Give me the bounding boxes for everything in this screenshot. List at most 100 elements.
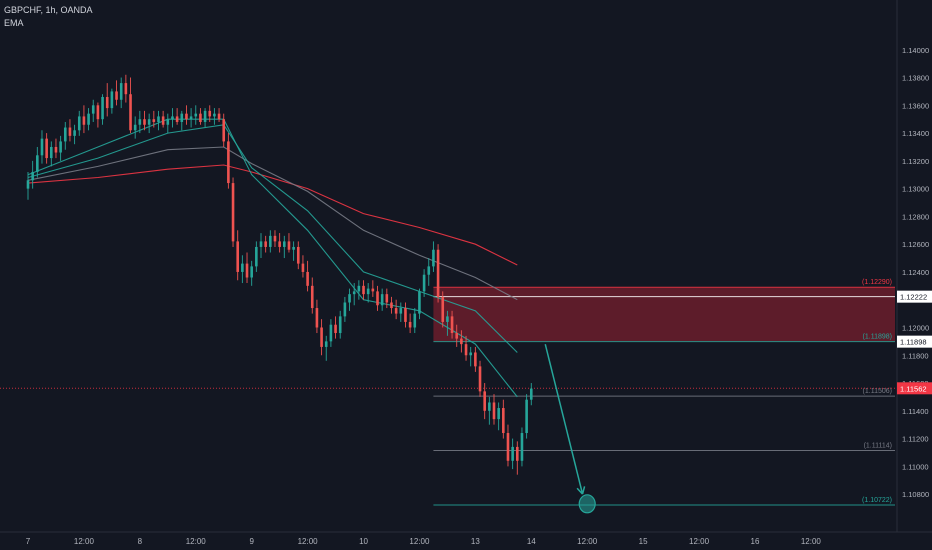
arrow-head-left [576,487,584,495]
candle-body [250,266,253,278]
candle-body [227,141,230,184]
candle-body [189,116,193,120]
candle-body [371,288,375,292]
candle-body [292,246,295,250]
x-tick-label: 13 [471,537,480,546]
candle-body [492,402,496,420]
candle-body [525,399,528,434]
candle-body [63,127,67,142]
x-tick-label: 12:00 [801,537,822,546]
candle-body [203,110,207,122]
candle-body [110,91,114,109]
candle-body [180,113,184,122]
y-tick-label: 1.13000 [902,185,929,194]
candle-body [245,263,249,278]
y-tick-label: 1.13400 [902,129,929,138]
price-badge [897,290,932,303]
y-tick-label: 1.13600 [902,101,929,110]
candle-body [124,83,128,95]
candle-body [404,308,407,322]
candle-body [185,113,188,120]
candle-body [166,119,170,125]
candle-body [497,408,500,420]
x-tick-label: 8 [138,537,143,546]
candle-body [231,183,235,242]
candle-body [73,130,76,136]
ema-line [27,118,518,398]
candle-body [264,241,267,247]
candle-body [278,241,281,247]
candle-body [40,138,44,156]
candle-body [306,271,309,286]
candle-body [348,294,351,303]
candle-body [273,235,277,242]
candle-body [315,308,319,328]
candle-body [236,241,239,272]
y-tick-label: 1.13800 [902,74,929,83]
candle-body [376,291,379,306]
price-badge-label: 1.11562 [900,384,927,393]
indicator-label[interactable]: EMA [4,18,24,28]
candle-body [464,344,468,356]
candle-body [529,388,533,400]
candle-body [334,324,337,334]
level-label: (1.10722) [862,497,892,504]
candle-body [241,263,244,272]
candle-body [171,116,174,120]
candle-body [36,155,39,172]
candle-body [50,146,53,159]
candle-body [157,116,160,122]
level-label: (1.11506) [863,388,892,395]
y-tick-label: 1.13200 [902,157,929,166]
y-tick-label: 1.12400 [902,268,929,277]
candle-body [287,241,291,250]
candle-body [413,313,417,328]
candle-body [175,116,179,122]
price-badge-label: 1.12222 [900,293,927,302]
candle-body [502,408,505,434]
candle-body [511,446,514,461]
y-tick-label: 1.12600 [902,240,929,249]
x-tick-label: 14 [527,537,536,546]
candle-body [255,246,258,267]
candle-body [455,333,459,339]
x-tick-label: 9 [249,537,254,546]
candle-body [324,341,328,347]
candle-body [259,241,263,247]
candle-body [87,113,90,125]
level-label: (1.11114) [864,443,892,450]
candle-body [310,285,314,309]
candle-body [432,249,435,267]
x-tick-label: 12:00 [409,537,430,546]
candle-body [133,124,137,131]
candle-body [91,105,95,114]
x-tick-label: 10 [359,537,368,546]
ema-line [27,164,518,266]
candle-body [77,116,81,131]
projection-arrow [544,343,584,495]
chart-symbol-label: GBPCHF, 1h, OANDA [4,5,93,15]
price-badge-label: 1.11898 [900,338,927,347]
level-label: (1.12290) [862,279,892,286]
candle-body [208,110,212,117]
candle-body [520,433,524,461]
arrow-head-right [581,486,586,495]
candle-body [460,338,463,345]
ema-line [27,124,518,353]
candle-body [26,180,30,189]
y-tick-label: 1.11000 [902,462,929,471]
candle-body [478,366,482,392]
candle-body [408,321,412,328]
candle-body [217,113,221,120]
candle-body [119,83,123,100]
y-tick-label: 1.14000 [902,46,929,55]
candle-body [506,433,510,461]
candle-body [329,324,333,342]
candle-body [129,94,132,131]
x-tick-label: 12:00 [298,537,319,546]
candle-body [213,113,216,117]
candle-body [296,246,300,264]
candle-body [338,316,342,334]
y-tick-label: 1.11400 [902,407,929,416]
